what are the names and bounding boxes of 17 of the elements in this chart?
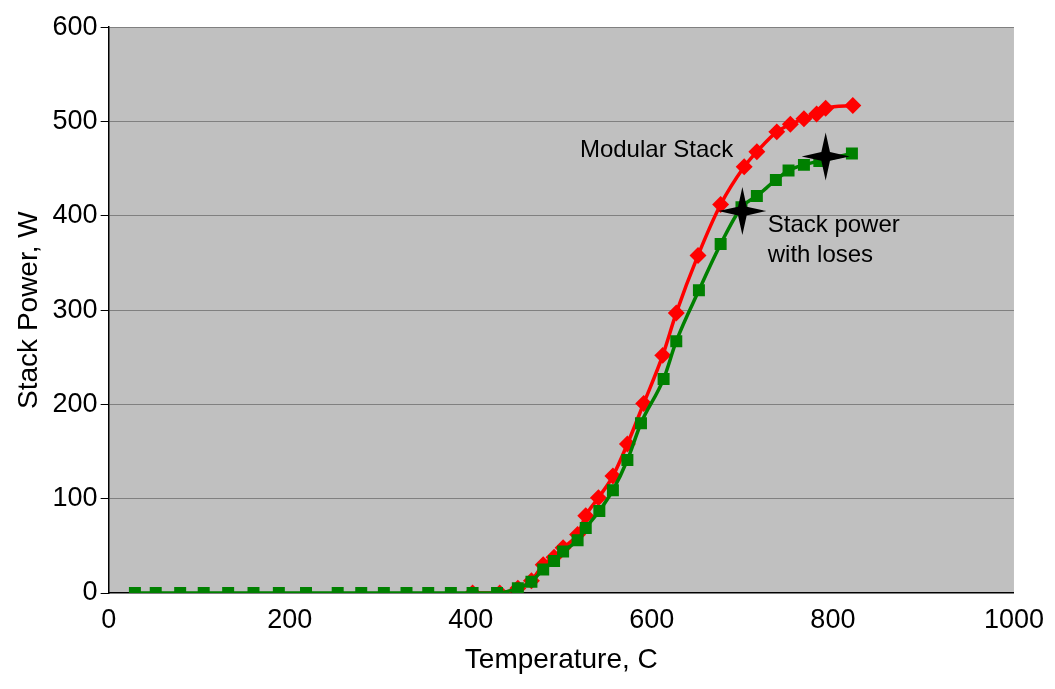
x-tick-label: 400 — [448, 603, 494, 634]
y-tick-label: 0 — [82, 576, 98, 607]
series-label: Stack power with loses — [766, 209, 900, 267]
x-axis-title: Temperature, C — [464, 642, 658, 674]
y-axis-title: Stack Power, W — [11, 210, 43, 409]
y-tick-label: 100 — [52, 482, 98, 513]
y-tick-label: 600 — [52, 10, 98, 41]
x-tick-label: 600 — [629, 603, 675, 634]
x-tick-label: 1000 — [983, 603, 1045, 634]
y-tick-label: 200 — [52, 387, 98, 418]
y-tick-label: 500 — [52, 104, 98, 135]
y-tick-label: 300 — [52, 293, 98, 324]
y-tick-label: 400 — [52, 199, 98, 230]
x-tick-label: 800 — [810, 603, 856, 634]
x-tick-label: 0 — [101, 603, 117, 634]
series-label: Modular Stack — [579, 135, 735, 163]
x-tick-label: 200 — [267, 603, 313, 634]
